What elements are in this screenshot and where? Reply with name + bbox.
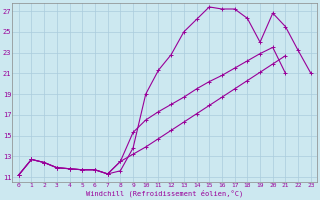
X-axis label: Windchill (Refroidissement éolien,°C): Windchill (Refroidissement éolien,°C): [86, 190, 244, 197]
